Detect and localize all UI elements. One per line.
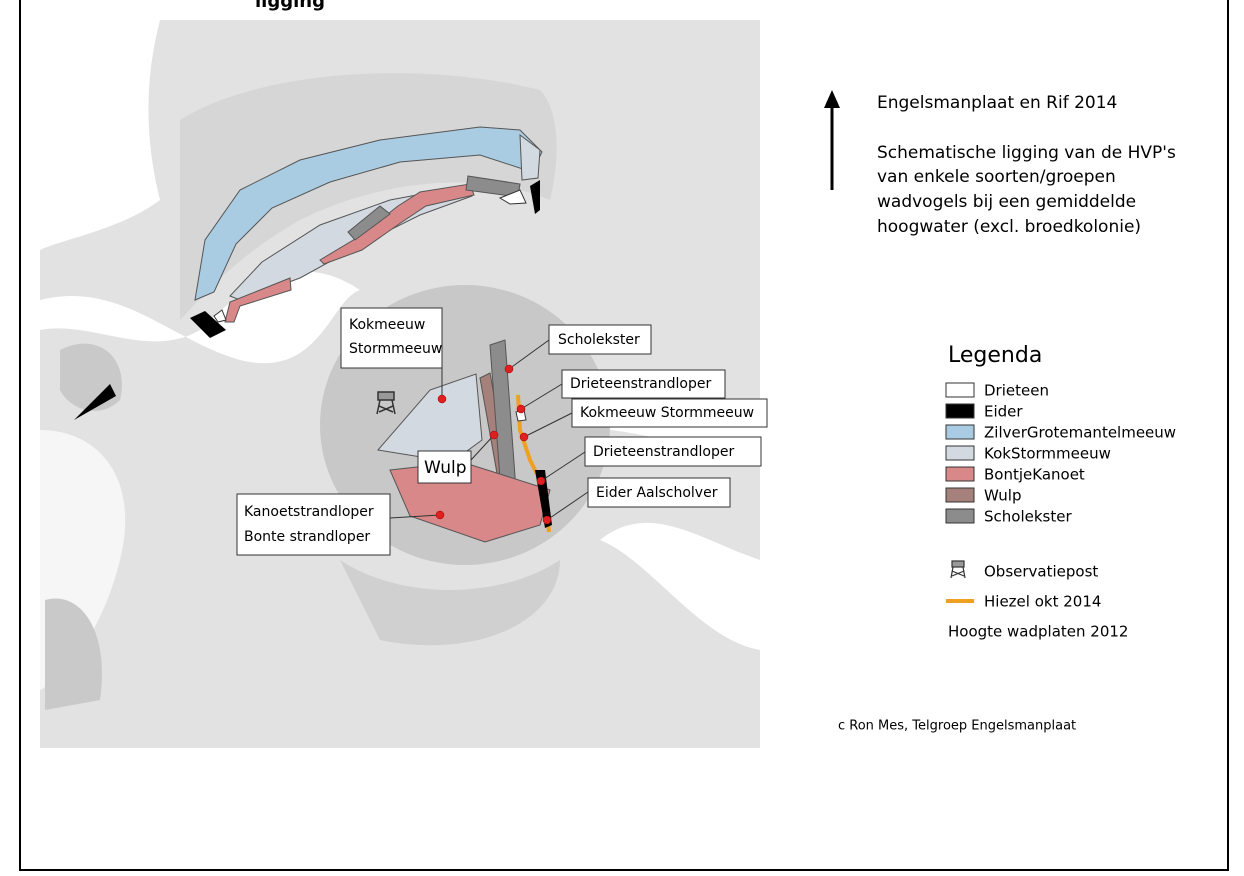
callout-label: Kokmeeuw Stormmeeuw xyxy=(580,405,754,421)
description: wadvogels bij een gemiddelde xyxy=(877,192,1136,212)
legend-title: Legenda xyxy=(948,343,1042,368)
legend-label: Observatiepost xyxy=(984,563,1098,581)
callout-label: Wulp xyxy=(424,458,467,478)
callouts: Kokmeeuw Stormmeeuw Scholekster Drieteen… xyxy=(236,307,768,556)
callout-label: Kanoetstrandloper xyxy=(244,504,374,520)
callout-label: Drieteenstrandloper xyxy=(593,444,734,460)
legend-label: Scholekster xyxy=(984,508,1072,526)
callout-label: Stormmeeuw xyxy=(349,341,442,357)
north-arrow-head xyxy=(824,90,840,108)
legend-label: Hoogte wadplaten 2012 xyxy=(948,623,1128,641)
callout-label: Drieteenstrandloper xyxy=(570,376,711,392)
legend-label: Eider xyxy=(984,403,1023,421)
legend-label: Wulp xyxy=(984,487,1022,505)
description: hoogwater (excl. broedkolonie) xyxy=(877,217,1141,237)
description: Schematische ligging van de HVP's xyxy=(877,143,1176,163)
description: van enkele soorten/groepen xyxy=(877,167,1116,187)
legend-label: Hiezel okt 2014 xyxy=(984,593,1101,611)
legend-label: BontjeKanoet xyxy=(984,466,1085,484)
legend-label: ZilverGrotemantelmeeuw xyxy=(984,424,1176,442)
frame xyxy=(19,0,1229,871)
heading-fragment: ligging xyxy=(255,0,325,12)
legend: Legenda Drieteen Eider ZilverGrotemantel… xyxy=(945,343,1176,641)
callout-label: Bonte strandloper xyxy=(244,529,370,545)
callout-label: Eider Aalscholver xyxy=(596,485,718,501)
callout-label: Kokmeeuw xyxy=(349,317,425,333)
legend-label: Drieteen xyxy=(984,382,1049,400)
map-title: Engelsmanplaat en Rif 2014 xyxy=(877,93,1117,113)
credit: c Ron Mes, Telgroep Engelsmanplaat xyxy=(838,719,1076,734)
callout-label: Scholekster xyxy=(558,332,640,348)
legend-label: KokStormmeeuw xyxy=(984,445,1111,463)
